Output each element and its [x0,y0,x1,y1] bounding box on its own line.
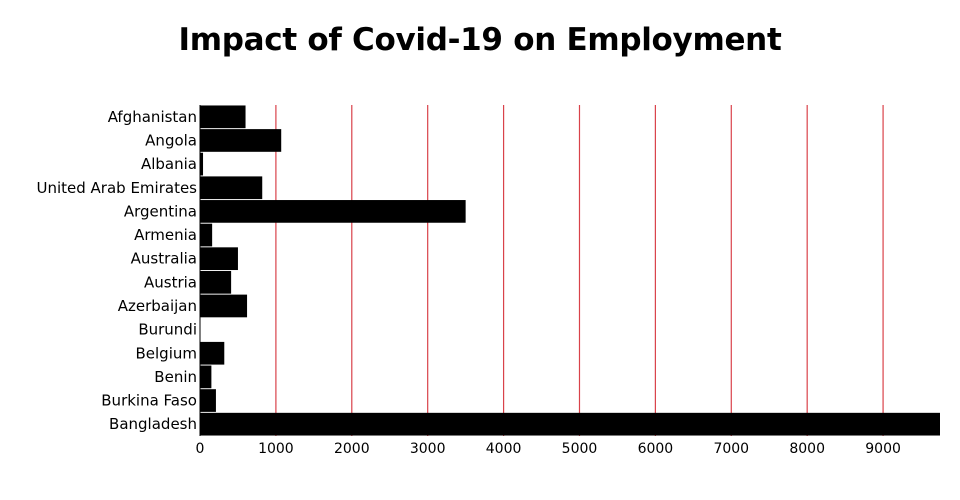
category-label: Benin [154,368,197,386]
category-label: Austria [144,273,197,291]
tick-labels: 0 1000 2000 3000 4000 5000 6000 7000 8000 9000 [196,441,901,457]
bar-united-arab-emirates [200,176,263,200]
bar-burkina-faso [200,389,216,412]
x-tick-label: 9000 [865,441,901,457]
x-tick-label: 1000 [258,441,294,457]
bar-belgium [200,341,225,365]
bar-angola [200,129,282,152]
category-label: United Arab Emirates [36,179,197,197]
bar-benin [200,365,212,389]
bar-armenia [200,223,213,247]
x-tick-label: 3000 [410,441,446,457]
chart-title: Impact of Covid-19 on Employment [178,22,782,58]
bar-afghanistan [200,105,246,129]
x-tick-label: 6000 [638,441,674,457]
bar-argentina [200,200,466,223]
category-label: Burundi [138,321,197,339]
bar-azerbaijan [200,294,248,318]
bar-albania [200,152,204,176]
bar-bangladesh [200,412,940,436]
x-tick-label: 2000 [334,441,370,457]
category-label: Bangladesh [109,415,197,433]
grid-lines [199,105,884,436]
category-label: Burkina Faso [101,392,197,410]
x-tick-label: 4000 [486,441,522,457]
category-labels: Afghanistan Angola Albania United Arab Emir… [36,108,197,433]
category-label: Armenia [134,226,197,244]
bar-australia [200,247,238,271]
bars [200,105,940,436]
category-label: Azerbaijan [118,297,197,315]
category-label: Belgium [136,344,198,362]
category-label: Afghanistan [108,108,197,126]
x-tick-label: 8000 [789,441,825,457]
x-tick-label: 7000 [713,441,749,457]
bar-austria [200,270,232,294]
category-label: Albania [141,155,197,173]
x-tick-label: 5000 [562,441,598,457]
x-tick-label: 0 [196,441,205,457]
category-label: Argentina [124,202,197,220]
category-label: Australia [131,250,197,268]
category-label: Angola [145,131,197,149]
